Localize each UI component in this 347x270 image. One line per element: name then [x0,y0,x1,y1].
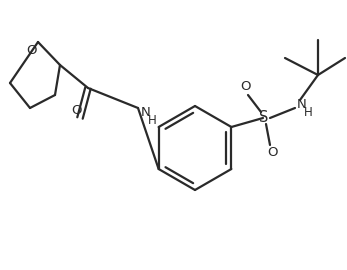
Text: N: N [297,99,307,112]
Text: S: S [259,110,269,126]
Text: H: H [148,113,157,127]
Text: N: N [141,106,151,120]
Text: O: O [27,43,37,56]
Text: H: H [304,106,313,119]
Text: O: O [241,80,251,93]
Text: O: O [268,147,278,160]
Text: O: O [72,103,82,116]
